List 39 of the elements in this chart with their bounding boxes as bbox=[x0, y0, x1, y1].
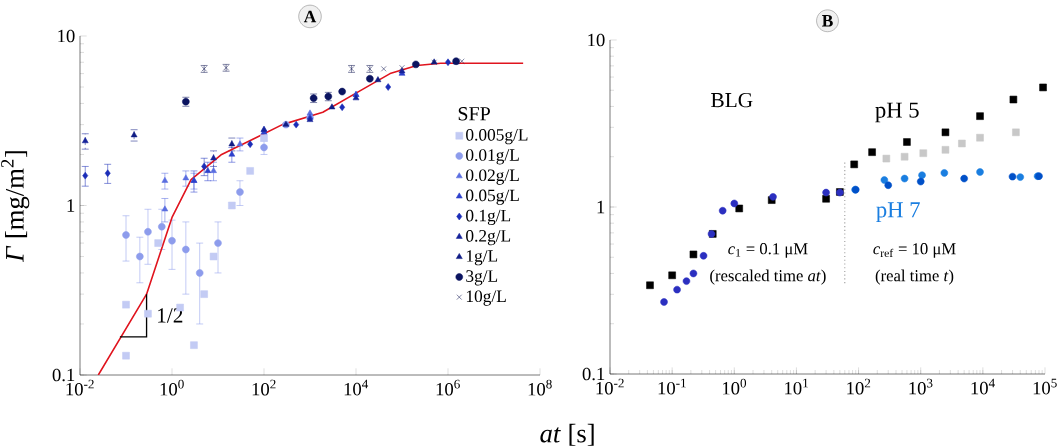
x-tick-label: 10$^{5}$ bbox=[1033, 378, 1057, 395]
x-tick-label: 10$^{8}$ bbox=[528, 379, 552, 396]
annotation: (rescaled time at) bbox=[710, 269, 826, 285]
legend-label: 0.2g/L bbox=[466, 229, 511, 246]
x-tick-label: 10$^{-1}$ bbox=[658, 378, 686, 395]
y-tick-label: 10 bbox=[588, 33, 605, 47]
legend-label: 0.01g/L bbox=[466, 149, 519, 165]
x-tick-label: 10$^{3}$ bbox=[909, 378, 933, 395]
series-label: pH 7 bbox=[876, 202, 920, 223]
y-tick-label: 1 bbox=[597, 200, 605, 214]
chart-title: B bbox=[822, 15, 833, 27]
legend-label: 0.02g/L bbox=[466, 169, 519, 185]
annotation: c$_{1}$ = 0.1 μM bbox=[728, 243, 808, 258]
y-tick-label: 1 bbox=[67, 199, 75, 212]
x-tick-label: 10$^{0}$ bbox=[722, 378, 747, 395]
y-tick-label: 0.1 bbox=[52, 368, 75, 382]
legend-label: 10g/L bbox=[466, 290, 506, 306]
annotation: BLG bbox=[711, 92, 753, 108]
legend-label: 0.005g/L bbox=[466, 128, 528, 145]
x-tick-label: 10$^{2}$ bbox=[252, 379, 276, 396]
annotation: (real time t) bbox=[875, 269, 954, 285]
y-tick-label: 10 bbox=[58, 29, 75, 43]
annotation: c$_{ref}$ = 10 μM bbox=[873, 243, 956, 258]
x-tick-label: 10$^{4}$ bbox=[344, 379, 369, 396]
y-tick-label: 0.1 bbox=[582, 367, 605, 381]
x-tick-label: 10$^{4}$ bbox=[971, 378, 995, 395]
legend-label: 3g/L bbox=[466, 270, 498, 286]
x-axis-title: at [s] bbox=[540, 423, 594, 446]
y-axis-title: Γ [mg/m$^{2}$] bbox=[1, 151, 30, 263]
x-tick-label: 10$^{6}$ bbox=[436, 379, 460, 396]
legend-label: 0.05g/L bbox=[466, 189, 519, 205]
chart-title: A bbox=[303, 10, 317, 23]
legend-label: 0.1g/L bbox=[466, 209, 511, 226]
x-tick-label: 10$^{2}$ bbox=[847, 378, 871, 395]
series-label: pH 5 bbox=[875, 102, 919, 123]
legend-label: 1g/L bbox=[466, 250, 498, 266]
legend-title: SFP bbox=[458, 107, 490, 121]
x-tick-label: 10$^{1}$ bbox=[785, 378, 808, 395]
x-tick-label: 10$^{0}$ bbox=[160, 379, 184, 396]
